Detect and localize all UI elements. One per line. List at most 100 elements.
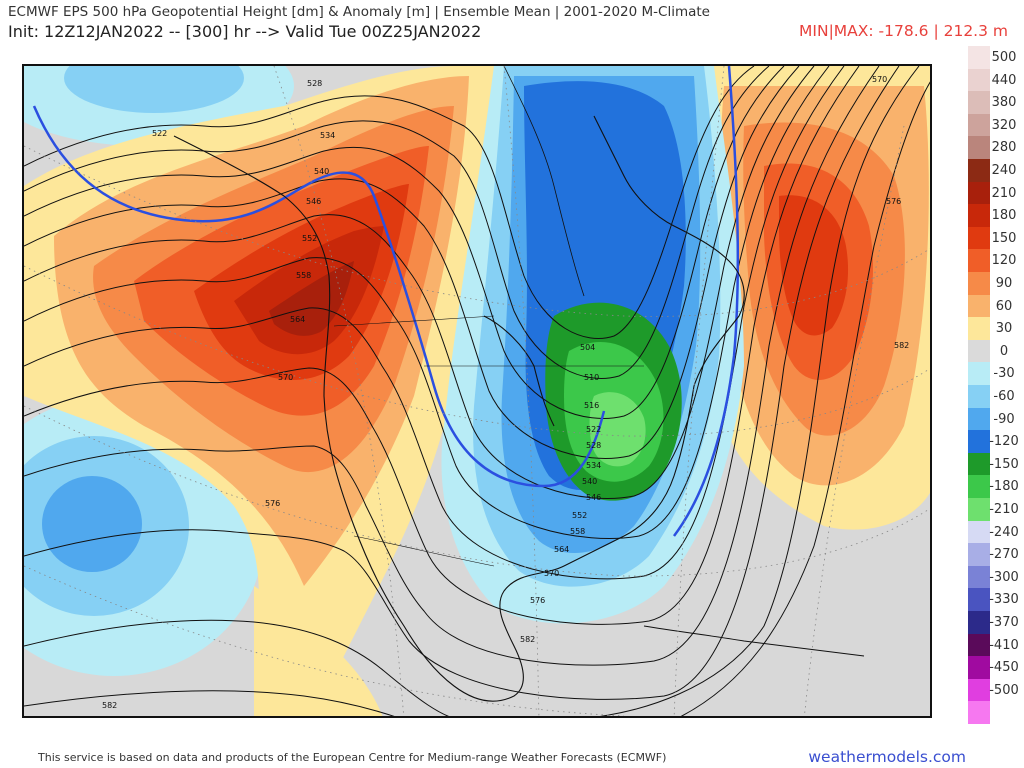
colorbar-label: -330 [989,592,1019,608]
colorbar-swatch [968,656,990,680]
height-contour [24,66,920,716]
colorbar-swatch [968,226,990,250]
anomaly-region [42,476,142,572]
anomaly-region [269,261,354,336]
colorbar-label: -370 [989,615,1019,630]
contour-label: 552 [572,511,587,520]
colorbar-label: 240 [991,163,1017,178]
contour-label: 582 [520,635,535,644]
colorbar-swatch [968,385,990,409]
contour-label: 582 [894,341,909,350]
colorbar-label: 120 [991,253,1017,269]
colorbar-label: 0 [999,343,1009,359]
min-max-readout: MIN|MAX: -178.6 | 212.3 m [799,22,1008,40]
zero-line-east [672,66,740,537]
contour-label: 558 [296,271,311,280]
colorbar-label: -90 [993,411,1015,427]
height-contour [24,66,880,666]
contour-label: 582 [102,701,117,710]
colorbar-label: -500 [989,682,1019,698]
contour-label: 522 [586,425,601,434]
colorbar-swatch [968,588,990,612]
colorbar-swatch [968,204,990,228]
contour-label: 576 [265,499,280,508]
anomaly-region [589,392,646,467]
colorbar-swatch [968,136,990,160]
grid-line [503,66,540,716]
colorbar-label: 30 [995,321,1013,337]
colorbar-swatch [968,46,990,70]
height-contour [24,66,815,499]
contour-label: 540 [314,167,329,176]
zero-line-west [32,105,606,488]
contour-label: 516 [584,401,599,410]
contour-label: 534 [586,461,601,470]
colorbar-swatch [968,678,990,702]
colorbar-swatch [968,113,990,137]
colorbar-label: -210 [989,502,1019,517]
colorbar-swatch [968,452,990,476]
colorbar-label: 280 [991,140,1017,156]
colorbar-swatch [968,611,990,635]
data-credit: This service is based on data and produc… [38,751,667,764]
colorbar-swatch [968,475,990,499]
colorbar-swatch [968,633,990,657]
colorbar-label: -450 [989,660,1019,676]
contour-label: 558 [570,527,585,536]
colorbar-label: -270 [989,547,1019,563]
height-contour [24,66,900,700]
contour-label: 528 [586,441,601,450]
coastlines [173,66,865,702]
contour-label: 576 [886,197,901,206]
anomaly-region [254,586,383,716]
height-contour [24,66,845,580]
init-valid-time: Init: 12Z12JAN2022 -- [300] hr --> Valid… [8,22,482,41]
site-link[interactable]: weathermodels.com [808,748,966,766]
map-graphic: 528 522 534 540 546 552 558 564 570 570 … [24,66,930,716]
height-contour [24,66,800,459]
colorbar-label: 380 [991,95,1017,111]
height-contour [24,66,860,625]
map-title: ECMWF EPS 500 hPa Geopotential Height [d… [8,4,710,20]
colorbar-swatch [968,430,990,454]
contour-label: 534 [320,131,335,140]
colorbar-swatch [968,272,990,296]
colorbar-label: 180 [991,208,1017,224]
colorbar-label: -120 [989,434,1019,450]
contour-label: 546 [306,197,321,206]
colorbar-label: -240 [989,524,1019,540]
contour-label: 576 [530,596,545,605]
contour-label: 504 [580,343,595,352]
contour-label: 510 [584,373,599,382]
colorbar-label: -410 [989,637,1019,653]
colorbar-swatch [968,543,990,567]
colorbar-label: 500 [991,50,1017,65]
contour-label: 540 [582,477,597,486]
colorbar-label: 210 [991,185,1017,201]
height-contour [24,81,930,716]
greenland-coast [503,66,585,297]
colorbar-label: 60 [995,298,1013,314]
colorbar-label: 150 [991,230,1017,246]
contour-label: 570 [278,373,293,382]
colorbar-swatch [968,565,990,589]
lat-lon-grid [24,66,930,716]
north-america-coast [173,115,745,702]
height-contour [24,66,755,339]
colorbar-label: -300 [989,569,1019,585]
height-contour [24,66,785,419]
contour-label: 528 [307,79,322,88]
colorbar-label: -30 [993,366,1015,382]
anomaly-region [64,66,244,113]
contour-label: 522 [152,129,167,138]
colorbar-label: -180 [989,479,1019,495]
colorbar-swatch [968,701,990,725]
caribbean-coast [643,625,865,657]
border-line [353,535,495,567]
grid-line [673,66,725,716]
colorbar-swatch [968,294,990,318]
contour-label: 552 [302,234,317,243]
contour-label: 564 [554,545,569,554]
colorbar-swatch [968,498,990,522]
height-contours [24,66,930,716]
